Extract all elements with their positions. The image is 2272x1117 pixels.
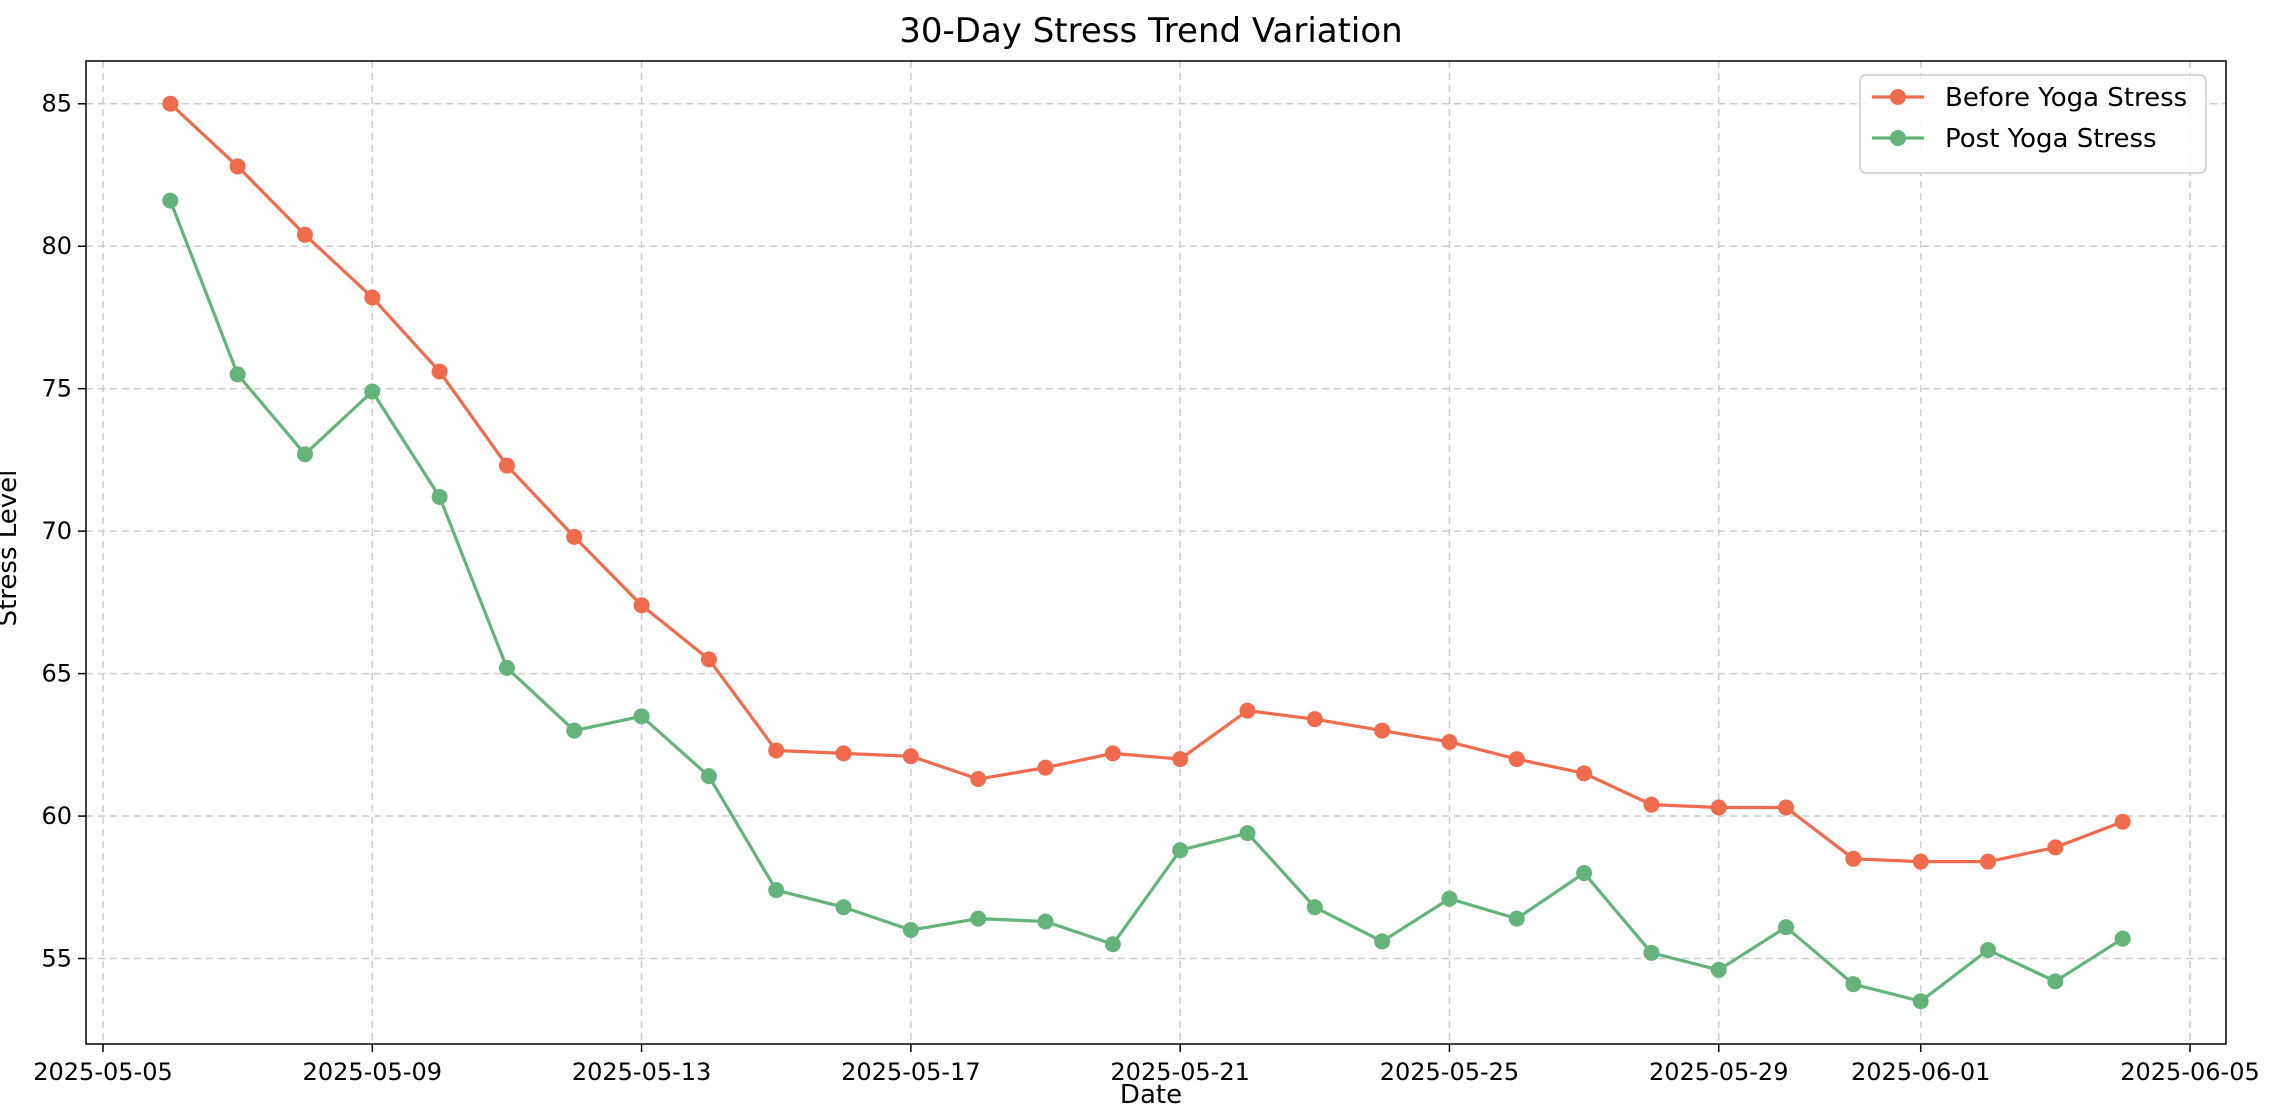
data-point-before-yoga-stress bbox=[229, 158, 246, 175]
data-point-before-yoga-stress bbox=[1172, 751, 1189, 768]
data-point-before-yoga-stress bbox=[1845, 850, 1862, 867]
data-point-post-yoga-stress bbox=[2114, 930, 2131, 947]
legend-marker-post-yoga-stress bbox=[1890, 130, 1906, 146]
series-post-yoga-stress bbox=[162, 192, 2131, 1010]
y-tick-label: 85 bbox=[41, 90, 72, 118]
data-point-post-yoga-stress bbox=[566, 722, 583, 739]
data-point-post-yoga-stress bbox=[364, 383, 381, 400]
series-line-before-yoga-stress bbox=[169, 102, 2124, 864]
data-point-post-yoga-stress bbox=[1980, 941, 1997, 958]
x-tick-label: 2025-06-01 bbox=[1851, 1058, 1990, 1086]
x-tick-label: 2025-05-21 bbox=[1110, 1058, 1249, 1086]
data-point-before-yoga-stress bbox=[1980, 853, 1997, 870]
y-tick-label: 55 bbox=[41, 945, 72, 973]
data-point-before-yoga-stress bbox=[566, 528, 583, 545]
data-point-post-yoga-stress bbox=[1845, 976, 1862, 993]
data-point-before-yoga-stress bbox=[1912, 853, 1929, 870]
y-tick-label: 60 bbox=[41, 802, 72, 830]
data-point-before-yoga-stress bbox=[1306, 711, 1323, 728]
axes bbox=[85, 60, 2227, 1045]
ticks: 2025-05-05 2025-05-09 2025-05-13 2025-05-17… bbox=[33, 90, 2259, 1086]
data-point-before-yoga-stress bbox=[902, 748, 919, 765]
data-point-before-yoga-stress bbox=[1710, 799, 1727, 816]
data-point-post-yoga-stress bbox=[1104, 936, 1121, 953]
series-layer bbox=[162, 95, 2131, 1010]
data-point-post-yoga-stress bbox=[1778, 919, 1795, 936]
y-tick-label: 75 bbox=[41, 375, 72, 403]
data-point-post-yoga-stress bbox=[1912, 993, 1929, 1010]
data-point-before-yoga-stress bbox=[2114, 813, 2131, 830]
data-point-post-yoga-stress bbox=[2047, 973, 2064, 990]
y-tick-label: 70 bbox=[41, 517, 72, 545]
series-line-post-yoga-stress bbox=[168, 200, 2124, 1003]
data-point-before-yoga-stress bbox=[1508, 751, 1525, 768]
data-point-before-yoga-stress bbox=[970, 771, 987, 788]
data-point-before-yoga-stress bbox=[1778, 799, 1795, 816]
data-point-post-yoga-stress bbox=[700, 768, 717, 785]
data-point-before-yoga-stress bbox=[1239, 702, 1256, 719]
data-point-post-yoga-stress bbox=[1306, 899, 1323, 916]
data-point-post-yoga-stress bbox=[1374, 933, 1391, 950]
data-point-post-yoga-stress bbox=[296, 446, 313, 463]
legend-label-before-yoga-stress: Before Yoga Stress bbox=[1945, 83, 2187, 113]
grid bbox=[86, 61, 2226, 1044]
data-point-post-yoga-stress bbox=[1172, 842, 1189, 859]
data-point-post-yoga-stress bbox=[768, 882, 785, 899]
legend-marker-before-yoga-stress bbox=[1890, 89, 1906, 105]
data-point-before-yoga-stress bbox=[1037, 759, 1054, 776]
data-point-before-yoga-stress bbox=[1104, 745, 1121, 762]
x-axis-label: Date bbox=[1120, 1080, 1182, 1110]
data-point-before-yoga-stress bbox=[162, 95, 179, 112]
y-axis-label: Stress Level bbox=[0, 470, 23, 627]
y-tick-label: 80 bbox=[41, 232, 72, 260]
data-point-before-yoga-stress bbox=[1441, 733, 1458, 750]
x-tick-label: 2025-05-09 bbox=[303, 1058, 442, 1086]
chart-title: 30-Day Stress Trend Variation bbox=[899, 11, 1402, 51]
data-point-post-yoga-stress bbox=[229, 366, 246, 383]
data-point-post-yoga-stress bbox=[1576, 865, 1593, 882]
data-point-post-yoga-stress bbox=[1710, 961, 1727, 978]
x-tick-label: 2025-05-25 bbox=[1380, 1058, 1519, 1086]
data-point-post-yoga-stress bbox=[1508, 910, 1525, 927]
data-point-post-yoga-stress bbox=[431, 488, 448, 505]
data-point-post-yoga-stress bbox=[1037, 913, 1054, 930]
x-tick-label: 2025-05-13 bbox=[572, 1058, 711, 1086]
legend-box bbox=[1859, 74, 2207, 174]
x-tick-label: 2025-06-05 bbox=[2120, 1058, 2259, 1086]
data-point-post-yoga-stress bbox=[970, 910, 987, 927]
data-point-before-yoga-stress bbox=[296, 226, 313, 243]
data-point-before-yoga-stress bbox=[2047, 839, 2064, 856]
axes-frame bbox=[85, 60, 2227, 1045]
data-point-post-yoga-stress bbox=[1441, 890, 1458, 907]
data-point-before-yoga-stress bbox=[700, 651, 717, 668]
y-tick-label: 65 bbox=[41, 660, 72, 688]
data-point-post-yoga-stress bbox=[835, 899, 852, 916]
legend: Before Yoga Stress Post Yoga Stress bbox=[1859, 74, 2207, 174]
data-point-before-yoga-stress bbox=[1374, 722, 1391, 739]
legend-label-post-yoga-stress: Post Yoga Stress bbox=[1945, 124, 2157, 154]
data-point-post-yoga-stress bbox=[162, 192, 179, 209]
series-before-yoga-stress bbox=[162, 95, 2131, 870]
x-tick-label: 2025-05-29 bbox=[1649, 1058, 1788, 1086]
plot-area bbox=[86, 61, 2226, 1044]
x-tick-label: 2025-05-17 bbox=[841, 1058, 980, 1086]
data-point-before-yoga-stress bbox=[768, 742, 785, 759]
data-point-before-yoga-stress bbox=[835, 745, 852, 762]
data-point-post-yoga-stress bbox=[1643, 944, 1660, 961]
data-point-post-yoga-stress bbox=[633, 708, 650, 725]
data-point-before-yoga-stress bbox=[364, 289, 381, 306]
data-point-post-yoga-stress bbox=[1239, 825, 1256, 842]
data-point-before-yoga-stress bbox=[1643, 796, 1660, 813]
data-point-post-yoga-stress bbox=[498, 659, 515, 676]
data-point-before-yoga-stress bbox=[633, 597, 650, 614]
data-point-before-yoga-stress bbox=[498, 457, 515, 474]
data-point-before-yoga-stress bbox=[431, 363, 448, 380]
x-tick-label: 2025-05-05 bbox=[33, 1058, 172, 1086]
data-point-post-yoga-stress bbox=[902, 922, 919, 939]
data-point-before-yoga-stress bbox=[1576, 765, 1593, 782]
